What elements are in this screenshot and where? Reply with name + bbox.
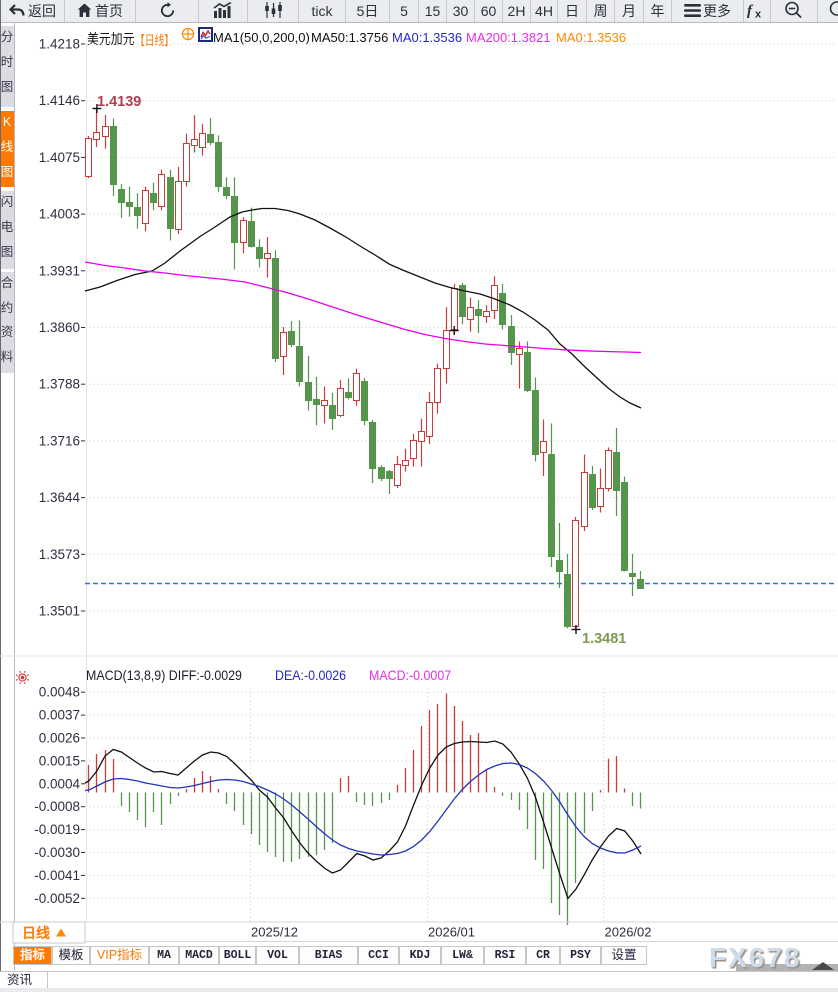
svg-text:0.0015: 0.0015	[39, 753, 80, 768]
svg-text:-0.0019: -0.0019	[34, 822, 80, 837]
svg-text:f: f	[747, 3, 754, 19]
svg-text:1.3481: 1.3481	[582, 631, 626, 647]
svg-text:2026/02: 2026/02	[605, 925, 652, 940]
svg-text:1.3931: 1.3931	[39, 263, 80, 278]
svg-text:-0.0008: -0.0008	[34, 799, 80, 814]
svg-text:1.3573: 1.3573	[39, 547, 80, 562]
svg-text:-0.0030: -0.0030	[34, 845, 80, 860]
svg-text:0.0026: 0.0026	[39, 731, 80, 746]
svg-text:1.3788: 1.3788	[39, 377, 80, 392]
svg-text:0.0048: 0.0048	[39, 685, 80, 700]
svg-text:0.0004: 0.0004	[39, 776, 81, 791]
svg-text:-0.0052: -0.0052	[34, 891, 80, 906]
svg-text:1.3860: 1.3860	[39, 320, 80, 335]
svg-text:1.4075: 1.4075	[39, 150, 80, 165]
svg-text:1.3501: 1.3501	[39, 604, 80, 619]
svg-text:x: x	[755, 9, 762, 20]
svg-text:0.0037: 0.0037	[39, 708, 80, 723]
svg-text:1.4146: 1.4146	[39, 93, 80, 108]
svg-text:日线: 日线	[22, 925, 50, 941]
svg-text:1.3716: 1.3716	[39, 433, 80, 448]
svg-text:1.4139: 1.4139	[97, 94, 141, 110]
svg-text:1.4218: 1.4218	[39, 37, 80, 52]
svg-text:MACD(13,8,9) DIFF:-0.0029: MACD(13,8,9) DIFF:-0.0029	[86, 668, 242, 684]
svg-text:-0.0041: -0.0041	[34, 868, 80, 883]
svg-text:2026/01: 2026/01	[428, 925, 475, 940]
svg-text:1.3644: 1.3644	[39, 490, 81, 505]
svg-text:MACD:-0.0007: MACD:-0.0007	[369, 668, 451, 684]
svg-text:1.4003: 1.4003	[39, 207, 80, 222]
svg-text:DEA:-0.0026: DEA:-0.0026	[275, 668, 346, 684]
svg-text:2025/12: 2025/12	[251, 925, 298, 940]
